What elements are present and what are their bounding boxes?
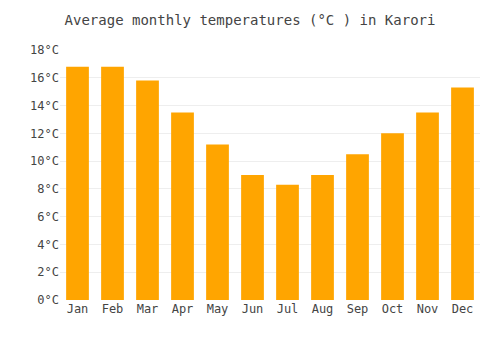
svg-text:6°C: 6°C	[37, 210, 59, 224]
svg-text:Oct: Oct	[382, 302, 404, 316]
svg-text:Apr: Apr	[172, 302, 194, 316]
svg-text:Aug: Aug	[312, 302, 334, 316]
svg-text:Sep: Sep	[347, 302, 369, 316]
svg-text:Feb: Feb	[102, 302, 124, 316]
svg-text:Dec: Dec	[452, 302, 474, 316]
svg-text:Jan: Jan	[67, 302, 89, 316]
svg-text:Jun: Jun	[242, 302, 264, 316]
svg-text:Average monthly temperatures (: Average monthly temperatures (°C ) in Ka…	[65, 12, 436, 28]
svg-text:16°C: 16°C	[30, 71, 59, 85]
svg-text:10°C: 10°C	[30, 154, 59, 168]
svg-text:8°C: 8°C	[37, 182, 59, 196]
svg-text:12°C: 12°C	[30, 127, 59, 141]
svg-text:14°C: 14°C	[30, 99, 59, 113]
svg-text:0°C: 0°C	[37, 293, 59, 307]
svg-text:Nov: Nov	[417, 302, 439, 316]
svg-text:Mar: Mar	[137, 302, 159, 316]
svg-text:Jul: Jul	[277, 302, 299, 316]
svg-text:4°C: 4°C	[37, 238, 59, 252]
svg-text:18°C: 18°C	[30, 43, 59, 57]
svg-text:2°C: 2°C	[37, 265, 59, 279]
svg-text:May: May	[207, 302, 229, 316]
